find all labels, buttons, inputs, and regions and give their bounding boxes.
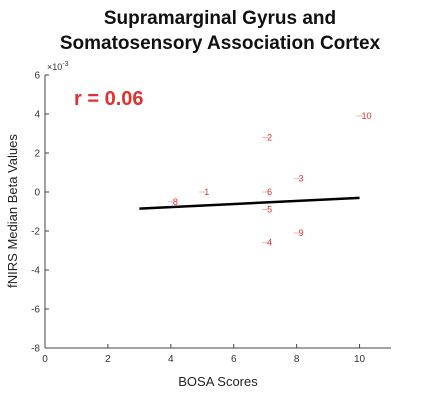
x-tick-label: 4 — [168, 354, 174, 365]
x-tick-label: 2 — [105, 354, 111, 365]
x-tick-label: 6 — [231, 354, 237, 365]
y-tick-label: -4 — [31, 266, 40, 277]
y-axis-exponent: ×10-3 — [47, 61, 69, 72]
data-point-label-6: 6 — [267, 187, 272, 197]
y-tick-label: -6 — [31, 305, 40, 316]
y-axis-exponent-base: ×10 — [47, 62, 62, 72]
chart-title-line-2: Somatosensory Association Cortex — [60, 33, 381, 54]
y-tick-label: 6 — [34, 71, 40, 82]
data-point-label-4: 4 — [267, 238, 272, 248]
data-point-label-5: 5 — [267, 205, 272, 215]
y-tick-label: 2 — [34, 149, 40, 160]
regression-line — [139, 196, 360, 210]
x-tick-label: 10 — [354, 354, 366, 365]
y-tick-label: -2 — [31, 227, 40, 238]
data-point-label-10: 10 — [362, 111, 372, 121]
data-point-label-3: 3 — [299, 173, 304, 183]
data-points: 1 2 3 4 5 6 8 9 10 — [167, 111, 372, 248]
correlation-annotation: r = 0.06 — [74, 88, 144, 110]
x-axis-ticks: 0 2 4 6 8 10 — [42, 344, 366, 365]
plot-area — [45, 75, 391, 348]
data-point-label-9: 9 — [299, 228, 304, 238]
y-axis-ticks: -8 -6 -4 -2 0 2 4 6 — [31, 71, 49, 355]
x-tick-label: 0 — [42, 354, 48, 365]
y-axis-label: fNIRS Median Beta Values — [5, 134, 20, 288]
y-axis-exponent-power: -3 — [62, 61, 68, 68]
data-point-label-1: 1 — [204, 187, 209, 197]
y-tick-label: -8 — [31, 344, 40, 355]
y-tick-label: 4 — [34, 110, 40, 121]
data-point-label-8: 8 — [173, 197, 178, 207]
x-tick-label: 8 — [294, 354, 300, 365]
y-tick-label: 0 — [34, 188, 40, 199]
data-point-label-2: 2 — [267, 132, 272, 142]
chart-title-line-1: Supramarginal Gyrus and — [104, 8, 336, 29]
x-axis-label: BOSA Scores — [178, 374, 258, 389]
